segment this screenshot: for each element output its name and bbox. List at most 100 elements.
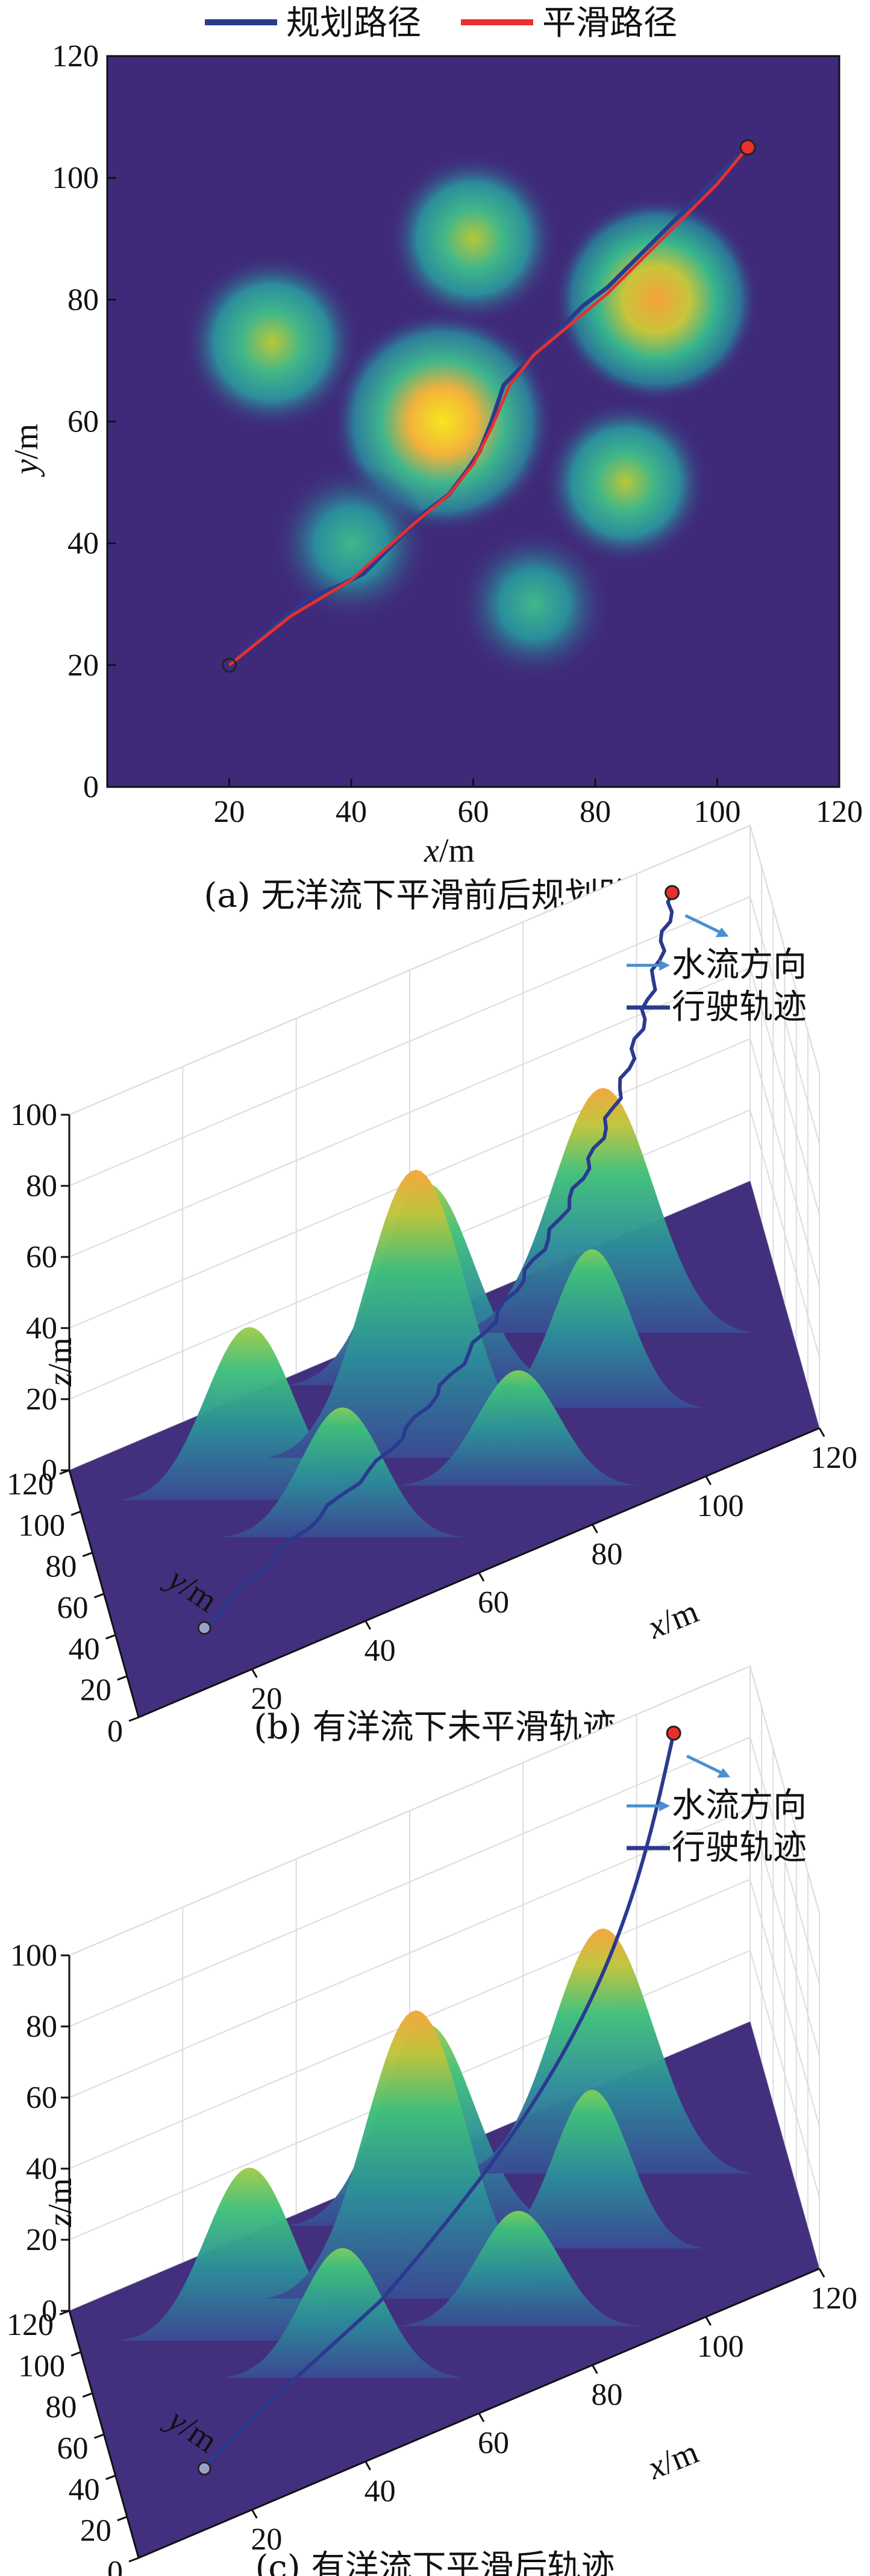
z-tick-label-0: 0 xyxy=(42,1453,57,1488)
y-tick-label-20: 20 xyxy=(80,1673,111,1708)
legend-current-arrowhead xyxy=(659,1800,670,1811)
x-tick-label-20: 20 xyxy=(251,2522,282,2557)
y-tick-80 xyxy=(82,1552,93,1558)
x-tick-100 xyxy=(705,1476,712,1485)
z-tick-label-40: 40 xyxy=(26,2152,57,2186)
z-tick-label-80: 80 xyxy=(26,1169,57,1203)
y-tick-label-0: 0 xyxy=(107,1714,123,1749)
y-tick-label-40: 40 xyxy=(69,1632,100,1666)
goal-marker-a xyxy=(739,139,756,156)
paths-a xyxy=(222,139,756,673)
x-tick-label-100: 100 xyxy=(697,2330,744,2364)
z-tick-label-60: 60 xyxy=(26,1240,57,1274)
x-tick-60 xyxy=(478,1572,485,1582)
y-tick-label-a-60: 60 xyxy=(67,405,99,439)
start-marker-a xyxy=(222,657,237,673)
obstacle-fields xyxy=(183,153,759,682)
legend-a: 规划路径 平滑路径 xyxy=(205,4,677,43)
y-tick-label-80: 80 xyxy=(45,1550,77,1584)
y-tick-label-100: 100 xyxy=(18,1508,65,1543)
x-tick-label-60: 60 xyxy=(478,2426,509,2460)
obstacle-field-4 xyxy=(553,196,759,403)
x-axis-label-a: x/m xyxy=(424,832,475,870)
x-tick-label-60: 60 xyxy=(478,1585,509,1620)
axes-a: 20 40 60 80 100 120 0 20 40 60 80 100 120 xyxy=(52,39,863,829)
y-tick-100 xyxy=(70,2351,81,2357)
surface-peak-5 xyxy=(220,2248,465,2378)
panel-a: 规划路径 平滑路径 20 40 60 80 100 120020406080100120 … xyxy=(8,4,863,915)
x-tick-80 xyxy=(592,1524,598,1534)
y-tick-label-a-120: 120 xyxy=(52,39,99,74)
x-tick-label-a-100: 100 xyxy=(694,795,741,829)
x-tick-120 xyxy=(818,1427,825,1437)
z-tick-label-0: 0 xyxy=(42,2294,57,2328)
y-tick-label-120: 120 xyxy=(7,2308,54,2342)
legend-planned-label: 规划路径 xyxy=(286,4,421,43)
goal-marker xyxy=(665,885,680,900)
z-tick-label-20: 20 xyxy=(26,2223,57,2257)
start-marker xyxy=(197,2462,211,2476)
x-axis-label: x/m xyxy=(642,1593,704,1646)
series-line-planned xyxy=(228,146,750,667)
panel-c: 2040608010012002040608010012002040608010… xyxy=(7,1665,857,2576)
x-tick-label-120: 120 xyxy=(810,1441,857,1475)
y-tick-0 xyxy=(128,2557,139,2563)
surface-peak-7 xyxy=(396,1370,641,1486)
y-tick-label-40: 40 xyxy=(69,2472,100,2507)
y-tick-label-120: 120 xyxy=(7,1467,54,1502)
x-tick-20 xyxy=(251,2509,258,2519)
surface-peak-4 xyxy=(265,1170,566,1458)
y-tick-60 xyxy=(93,1593,105,1599)
z-tick-label-20: 20 xyxy=(26,1382,57,1417)
x-tick-40 xyxy=(365,1620,371,1630)
z-tick-label-40: 40 xyxy=(26,1311,57,1346)
x-tick-label-20: 20 xyxy=(251,1682,282,1716)
x-tick-label-40: 40 xyxy=(365,2474,396,2509)
x-tick-label-a-80: 80 xyxy=(580,795,611,829)
y-tick-label-20: 20 xyxy=(80,2514,111,2548)
obstacle-field-2 xyxy=(387,153,559,325)
current-arrow-shaft xyxy=(686,1754,725,1776)
x-axis-label: x/m xyxy=(642,2433,704,2487)
current-arrow-head xyxy=(715,927,729,938)
y-tick-label-100: 100 xyxy=(18,2349,65,2383)
x-tick-label-80: 80 xyxy=(591,2378,622,2412)
x-tick-60 xyxy=(478,2413,485,2422)
y-tick-label-a-40: 40 xyxy=(67,527,99,561)
x-tick-100 xyxy=(705,2316,712,2326)
y-tick-label-60: 60 xyxy=(57,2431,89,2466)
y-tick-label-a-100: 100 xyxy=(52,161,99,195)
y-tick-20 xyxy=(117,2516,128,2522)
z-tick-label-100: 100 xyxy=(10,1938,57,1973)
x-tick-label-a-120: 120 xyxy=(816,795,863,829)
x-tick-label-a-20: 20 xyxy=(214,795,245,829)
surface-peak-7 xyxy=(396,2211,641,2327)
legend-current-label: 水流方向 xyxy=(672,1786,807,1825)
z-tick-label-60: 60 xyxy=(26,2081,57,2115)
x-tick-label-40: 40 xyxy=(365,1634,396,1668)
x-tick-40 xyxy=(365,2461,371,2471)
start-marker xyxy=(197,1621,211,1635)
caption: (c) 有洋流下平滑后轨迹 xyxy=(255,2548,615,2576)
x-tick-label-a-40: 40 xyxy=(336,795,367,829)
surface-peak-5 xyxy=(220,1407,465,1537)
y-tick-60 xyxy=(93,2433,105,2439)
surface-peak-4 xyxy=(265,2010,566,2299)
obstacle-field-1 xyxy=(183,254,361,431)
back-walls-panelB xyxy=(69,824,820,1471)
legend-current-arrowhead xyxy=(659,960,670,971)
legend-track-label: 行驶轨迹 xyxy=(672,1828,807,1867)
goal-marker xyxy=(666,1725,681,1741)
z-tick-label-100: 100 xyxy=(10,1098,57,1132)
current-arrow-shaft xyxy=(684,914,724,935)
y-tick-40 xyxy=(105,2474,116,2480)
x-tick-label-80: 80 xyxy=(591,1537,622,1572)
y-tick-label-60: 60 xyxy=(57,1591,89,1625)
y-tick-80 xyxy=(82,2392,93,2398)
x-tick-120 xyxy=(818,2268,825,2278)
y-tick-100 xyxy=(70,1510,81,1516)
x-tick-label-120: 120 xyxy=(810,2281,857,2316)
